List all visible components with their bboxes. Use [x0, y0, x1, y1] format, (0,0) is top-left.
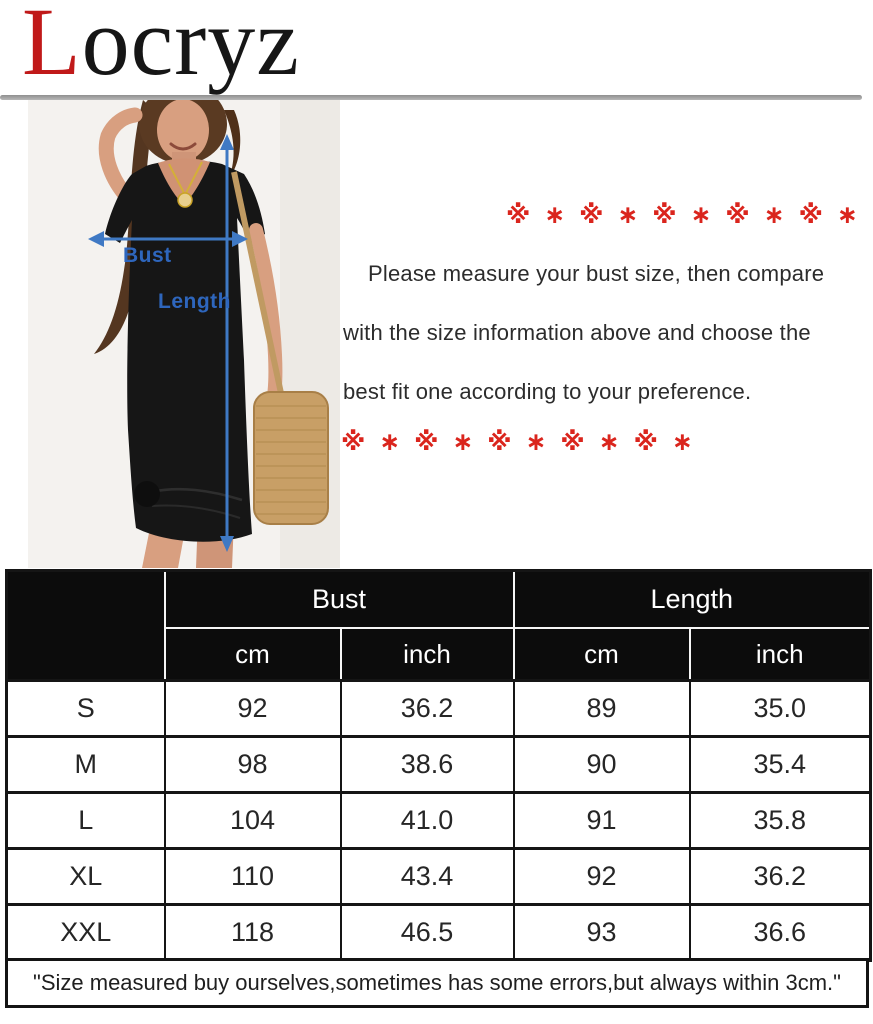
table-row-s: S 92 36.2 89 35.0	[5, 679, 872, 738]
brand-logo-initial: L	[22, 0, 82, 95]
bust-group-header: Bust	[163, 569, 515, 629]
table-row-l: L 104 41.0 91 35.8	[5, 791, 872, 850]
model-photo: Bust Length	[28, 100, 340, 568]
measurement-arrows	[88, 134, 248, 552]
model-face	[157, 100, 209, 161]
length-inch-cell: 35.8	[688, 791, 872, 850]
bag-strap	[231, 171, 285, 399]
decorative-asterisks-top: ※ ∗ ※ ∗ ※ ∗ ※ ∗ ※ ∗	[506, 201, 858, 229]
model-raised-arm	[98, 107, 143, 206]
length-inch-cell: 36.6	[688, 903, 872, 962]
model-hanging-arm	[249, 223, 283, 409]
size-cell: M	[5, 735, 166, 794]
bust-measure-label: Bust	[123, 244, 172, 267]
table-row-m: M 98 38.6 90 35.4	[5, 735, 872, 794]
bust-arrow-left-head	[88, 231, 104, 247]
bust-inch-cell: 36.2	[339, 679, 515, 738]
length-measure-label: Length	[158, 290, 231, 313]
instruction-line-3: best fit one according to your preferenc…	[343, 379, 752, 404]
bust-inch-cell: 43.4	[339, 847, 515, 906]
size-table-corner-cell	[5, 569, 166, 682]
length-cm-cell: 91	[512, 791, 691, 850]
size-disclaimer: "Size measured buy ourselves,sometimes h…	[5, 958, 869, 1008]
bust-cm-cell: 104	[163, 791, 342, 850]
brand-logo-rest: ocryz	[81, 0, 300, 95]
straw-bag	[253, 391, 329, 525]
model-illustration	[28, 100, 340, 568]
table-row-xl: XL 110 43.4 92 36.2	[5, 847, 872, 906]
table-group-header-row: Bust Length	[5, 569, 872, 682]
dress-fold-line-2	[151, 504, 241, 519]
length-inch-cell: 35.0	[688, 679, 872, 738]
length-inch-cell: 35.4	[688, 735, 872, 794]
length-cm-cell: 92	[512, 847, 691, 906]
table-unit-header-row: cm inch cm inch	[7, 627, 872, 682]
brand-logo: Locryz	[22, 0, 300, 90]
size-cell: XL	[5, 847, 166, 906]
size-cell: L	[5, 791, 166, 850]
length-cm-header: cm	[512, 627, 691, 682]
bust-inch-header: inch	[339, 627, 515, 682]
length-arrow-top-head	[220, 134, 234, 150]
length-cm-cell: 93	[512, 903, 691, 962]
necklace-pendant	[177, 192, 193, 208]
model-hair-right	[224, 110, 241, 180]
table-row-xxl: XXL 118 46.5 93 36.6	[5, 903, 872, 962]
bust-cm-header: cm	[163, 627, 342, 682]
bag-weave-texture	[256, 405, 326, 515]
length-group-header: Length	[512, 569, 872, 629]
model-smile	[169, 142, 197, 151]
bust-cm-cell: 118	[163, 903, 342, 962]
size-cell: S	[5, 679, 166, 738]
bust-inch-cell: 38.6	[339, 735, 515, 794]
bust-cm-cell: 110	[163, 847, 342, 906]
size-table: Bust Length cm inch cm inch S 92 36.2 89…	[5, 569, 872, 962]
length-inch-cell: 36.2	[688, 847, 872, 906]
bust-cm-cell: 92	[163, 679, 342, 738]
bust-arrow-right-head	[232, 231, 248, 247]
dress-knot	[134, 481, 160, 507]
size-cell: XXL	[5, 903, 166, 962]
bust-inch-cell: 46.5	[339, 903, 515, 962]
header-divider	[0, 95, 862, 100]
bust-cm-cell: 98	[163, 735, 342, 794]
length-cm-cell: 90	[512, 735, 691, 794]
decorative-asterisks-bottom: ※ ∗ ※ ∗ ※ ∗ ※ ∗ ※ ∗	[341, 428, 693, 456]
instruction-line-1: Please measure your bust size, then comp…	[368, 261, 825, 286]
instruction-line-2: with the size information above and choo…	[343, 320, 811, 345]
length-cm-cell: 89	[512, 679, 691, 738]
length-arrow-bottom-head	[220, 536, 234, 552]
length-inch-header: inch	[688, 627, 872, 682]
model-dress	[105, 160, 265, 542]
bust-inch-cell: 41.0	[339, 791, 515, 850]
model-hair-strand	[94, 100, 154, 354]
